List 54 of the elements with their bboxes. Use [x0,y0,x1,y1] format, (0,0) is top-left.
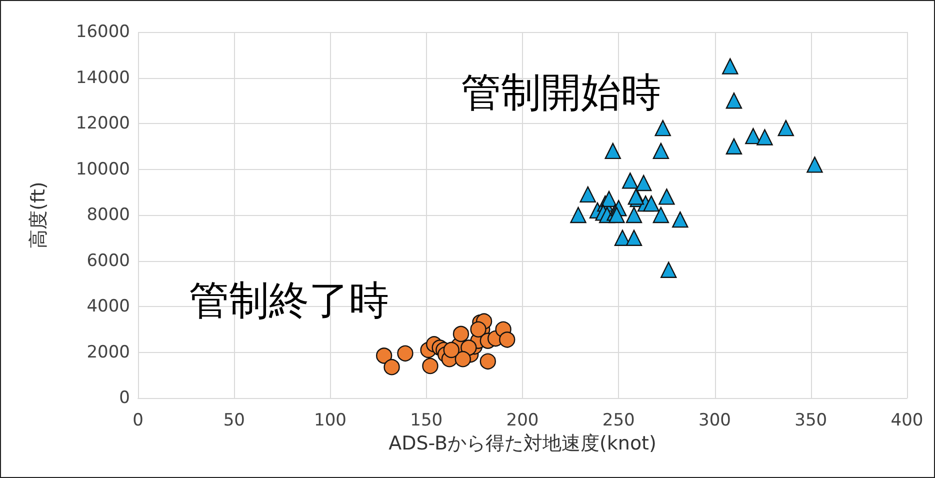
point [726,138,742,154]
point [499,332,516,348]
point [626,206,642,224]
point [454,351,471,368]
point [672,211,688,228]
y-axis-title: 高度(ft) [28,182,50,248]
x-axis-title: ADS-Bから得た対地速度(knot) [388,432,656,454]
x-tick-label: 150 [410,410,443,430]
y-tick-label: 2000 [86,342,130,362]
annotation: 管制開始時 [461,70,661,116]
point [636,174,652,192]
point [604,142,621,160]
point [452,326,470,342]
point [376,348,392,364]
point [443,342,460,358]
x-tick-label: 50 [223,410,245,430]
point [422,358,438,374]
point [726,92,742,109]
point [722,58,738,74]
y-tick-label: 12000 [76,114,130,134]
y-tick-label: 14000 [76,68,130,88]
point [778,120,794,136]
point [397,345,414,362]
x-tick-label: 350 [794,410,828,430]
y-tick-label: 0 [119,388,130,408]
x-tick-label: 100 [314,410,346,430]
point [643,195,660,212]
point [600,190,618,208]
point [660,262,677,278]
point [622,172,638,189]
point [745,128,762,144]
x-tick-label: 250 [602,410,635,430]
x-tick-label: 200 [506,410,539,430]
point [652,206,670,224]
point [654,120,671,136]
point [806,156,823,173]
annotation: 管制終了時 [189,278,389,324]
y-tick-label: 6000 [86,250,130,271]
x-tick-label: 400 [890,410,924,430]
x-tick-label: 300 [698,410,731,430]
point [658,188,675,205]
y-tick-label: 4000 [86,296,130,316]
point [756,129,773,146]
point [626,230,642,246]
y-tick-label: 16000 [76,22,130,42]
y-tick-label: 8000 [86,205,130,225]
point [470,321,486,338]
x-tick-label: 0 [132,410,144,430]
y-tick-label: 10000 [76,159,130,180]
point [580,186,596,203]
point [652,142,670,160]
point [570,206,586,224]
point [384,359,400,376]
point [480,353,496,370]
